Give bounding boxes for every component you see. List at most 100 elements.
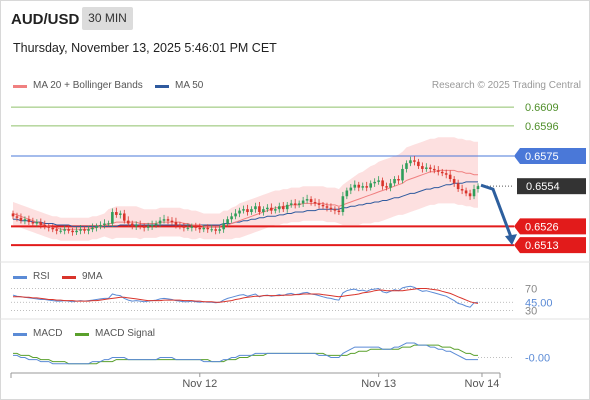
candle-body bbox=[31, 222, 35, 224]
legend-label-macd-signal: MACD Signal bbox=[95, 328, 156, 339]
candle-body bbox=[154, 223, 158, 225]
candle-body bbox=[134, 224, 138, 227]
candle-body bbox=[401, 168, 404, 181]
candle-body bbox=[206, 227, 210, 230]
candle-body bbox=[405, 163, 408, 169]
rsi-level-label-30: 30 bbox=[525, 306, 537, 318]
candle-body bbox=[174, 222, 178, 225]
forecast-arrow-line bbox=[480, 183, 513, 238]
candle-body bbox=[301, 200, 305, 204]
candle-body bbox=[79, 229, 82, 231]
candle-body bbox=[75, 230, 78, 233]
candle-body bbox=[43, 224, 47, 227]
candle-body bbox=[67, 229, 70, 231]
candle-body bbox=[377, 180, 380, 182]
candle-body bbox=[429, 167, 432, 169]
candle-body bbox=[35, 222, 39, 224]
candle-body bbox=[258, 206, 261, 213]
candle-body bbox=[305, 199, 309, 201]
candle-body bbox=[468, 193, 472, 197]
candle-body bbox=[464, 190, 468, 194]
macd-signal-line bbox=[13, 344, 478, 365]
candle-body bbox=[361, 186, 365, 188]
candle-body bbox=[329, 207, 333, 210]
candle-body bbox=[170, 220, 174, 223]
legend-swatch-rsi-ma bbox=[62, 276, 76, 279]
legend-swatch-ma50 bbox=[155, 85, 169, 88]
candle-body bbox=[381, 180, 384, 187]
candle-body bbox=[313, 201, 317, 204]
last-price-box bbox=[517, 178, 586, 195]
candle-body bbox=[87, 229, 90, 231]
legend-swatch-rsi bbox=[13, 276, 27, 279]
candle-body bbox=[281, 206, 285, 210]
candle-body bbox=[190, 226, 194, 228]
candle-body bbox=[55, 229, 59, 231]
candle-body bbox=[425, 167, 428, 169]
candle-body bbox=[270, 207, 273, 211]
candle-body bbox=[234, 213, 237, 217]
candle-body bbox=[432, 168, 436, 171]
candle-body bbox=[126, 220, 130, 224]
candle-body bbox=[333, 209, 337, 211]
candle-body bbox=[166, 219, 170, 221]
candle-body bbox=[409, 160, 412, 164]
timeframe-badge[interactable]: 30 MIN bbox=[82, 7, 133, 30]
candle-body bbox=[150, 224, 154, 227]
candle-body bbox=[397, 179, 400, 181]
macd-line bbox=[13, 342, 478, 365]
rsi-level-label-70: 70 bbox=[525, 284, 537, 296]
level-label-0.6513: 0.6513 bbox=[525, 240, 559, 252]
candle-body bbox=[15, 216, 19, 218]
candle-body bbox=[115, 212, 118, 215]
last-price-label: 0.6554 bbox=[526, 181, 560, 193]
candle-body bbox=[226, 219, 229, 224]
legend-label-ma20: MA 20 + Bollinger Bands bbox=[33, 80, 143, 91]
candle-body bbox=[27, 219, 31, 223]
candle-body bbox=[448, 174, 452, 179]
candle-body bbox=[274, 209, 277, 211]
candle-body bbox=[122, 213, 126, 221]
bollinger-band bbox=[13, 137, 478, 241]
candle-body bbox=[119, 213, 122, 215]
candle-body bbox=[393, 179, 396, 184]
candle-body bbox=[51, 227, 55, 230]
candle-body bbox=[214, 229, 217, 231]
candle-body bbox=[321, 204, 325, 207]
level-box-0.6513 bbox=[514, 237, 586, 254]
candle-body bbox=[11, 213, 15, 217]
level-label-0.6596: 0.6596 bbox=[525, 121, 559, 133]
credit-label: Research © 2025 Trading Central bbox=[431, 80, 581, 91]
candle-body bbox=[71, 230, 74, 233]
datetime-label: Thursday, November 13, 2025 5:46:01 PM C… bbox=[13, 41, 277, 55]
legend-swatch-macd-signal bbox=[75, 333, 89, 336]
candle-body bbox=[39, 222, 43, 225]
level-box-0.6575 bbox=[514, 148, 586, 165]
ma20-line bbox=[12, 169, 478, 230]
candle-body bbox=[476, 186, 480, 190]
candle-body bbox=[389, 183, 392, 188]
candle-body bbox=[254, 206, 257, 210]
candle-body bbox=[417, 161, 420, 167]
candle-body bbox=[444, 173, 448, 175]
candle-body bbox=[452, 179, 456, 184]
candle-body bbox=[186, 227, 190, 229]
candle-body bbox=[99, 224, 102, 227]
candle-body bbox=[194, 226, 198, 228]
candle-body bbox=[309, 199, 313, 202]
legend-label-rsi: RSI bbox=[33, 271, 50, 282]
candle-body bbox=[47, 226, 51, 228]
candle-body bbox=[91, 227, 94, 230]
x-tick-label-nov-12: Nov 12 bbox=[182, 378, 217, 390]
candle-body bbox=[103, 223, 106, 225]
candle-body bbox=[250, 209, 253, 213]
legend-swatch-macd bbox=[13, 333, 27, 336]
candle-body bbox=[337, 210, 341, 213]
candle-body bbox=[130, 223, 134, 227]
candle-body bbox=[277, 206, 281, 210]
x-tick-label-nov-14: Nov 14 bbox=[465, 378, 500, 390]
ma50-line bbox=[13, 181, 478, 227]
candle-body bbox=[456, 183, 460, 190]
candle-body bbox=[162, 219, 166, 221]
